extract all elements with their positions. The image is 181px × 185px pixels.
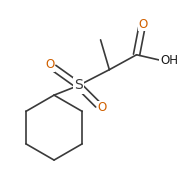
Text: S: S <box>74 78 83 92</box>
Text: O: O <box>98 101 107 115</box>
Text: OH: OH <box>160 53 178 67</box>
Text: O: O <box>45 58 54 71</box>
Text: O: O <box>139 18 148 31</box>
